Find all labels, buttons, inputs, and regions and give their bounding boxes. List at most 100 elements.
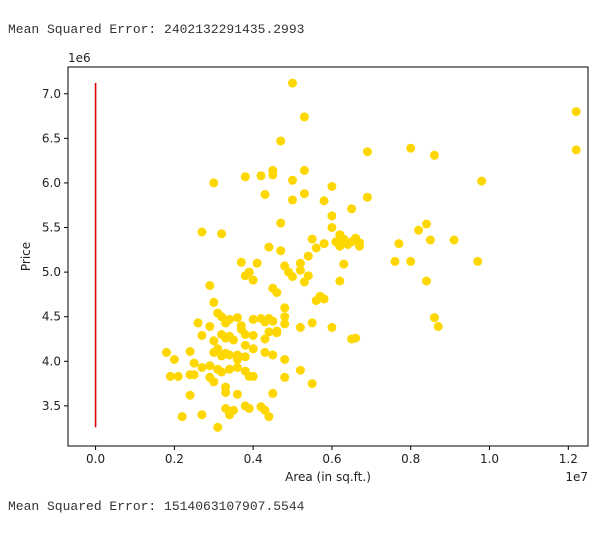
scatter-point [189, 370, 199, 380]
scatter-point [197, 330, 207, 340]
scatter-point [248, 314, 258, 324]
scatter-point [394, 239, 404, 249]
scatter-point [162, 347, 171, 357]
scatter-point [422, 276, 431, 286]
scatter-point [288, 78, 297, 88]
scatter-point [256, 171, 266, 181]
scatter-point [571, 145, 581, 155]
scatter-point [319, 196, 329, 206]
y-axis-label: Price [19, 242, 33, 271]
scatter-point [299, 112, 309, 122]
scatter-point [209, 336, 219, 346]
scatter-point [165, 371, 175, 381]
scatter-point [276, 136, 286, 146]
scatter-point [260, 190, 270, 199]
scatter-point [232, 355, 242, 364]
scatter-point [295, 365, 305, 375]
y-tick-label: 7.0 [42, 87, 61, 101]
scatter-point [319, 239, 329, 249]
scatter-point [185, 347, 195, 356]
scatter-point [272, 328, 282, 338]
scatter-point [449, 235, 459, 245]
scatter-point [264, 412, 274, 422]
scatter-point [209, 377, 219, 387]
scatter-point [232, 363, 242, 372]
scatter-point [429, 150, 439, 160]
scatter-point [303, 271, 313, 281]
scatter-point [327, 211, 337, 221]
scatter-point [221, 388, 231, 397]
scatter-point [197, 363, 207, 372]
scatter-point [260, 334, 270, 344]
y-tick-label: 6.0 [42, 176, 61, 190]
scatter-point [299, 189, 309, 199]
scatter-point [307, 234, 317, 244]
scatter-point [248, 344, 258, 354]
scatter-point [229, 335, 238, 345]
scatter-point [232, 313, 242, 323]
scatter-point [347, 204, 357, 214]
x-tick-label: 0.0 [86, 452, 105, 466]
output-mse-bottom: Mean Squared Error: 1514063107907.5544 [8, 499, 305, 514]
scatter-point [268, 388, 278, 398]
scatter-point [225, 364, 234, 374]
scatter-point [295, 258, 305, 268]
scatter-point [390, 256, 400, 266]
scatter-point [205, 322, 215, 331]
scatter-point [429, 313, 439, 323]
y-tick-label: 5.5 [42, 221, 61, 235]
y-tick-label: 5.0 [42, 265, 61, 279]
scatter-point [244, 404, 254, 413]
scatter-point [425, 235, 435, 245]
scatter-point [327, 182, 337, 191]
y-tick-label: 4.0 [42, 354, 61, 368]
scatter-point [422, 219, 431, 229]
x-offset-label: 1e7 [565, 470, 588, 484]
scatter-point [248, 275, 258, 285]
scatter-point [268, 350, 278, 360]
scatter-point [362, 192, 372, 202]
scatter-point [433, 322, 443, 331]
axis-ticks: 0.0 0.2 0.4 0.6 0.8 1.0 1.2 3.5 4.0 4.5 5.0 5.5 6.0 6… [42, 87, 578, 466]
plot-marks [94, 78, 581, 432]
scatter-point [217, 351, 227, 361]
scatter-point [213, 422, 223, 432]
scatter-point [276, 218, 286, 228]
scatter-point [240, 172, 250, 182]
scatter-point [189, 358, 199, 368]
y-tick-label: 4.5 [42, 310, 61, 324]
scatter-point [248, 330, 258, 340]
scatter-point [240, 330, 250, 339]
scatter-point [327, 322, 337, 332]
scatter-point [355, 241, 364, 251]
scatter-point [319, 294, 329, 304]
scatter-point [217, 229, 227, 239]
scatter-point [311, 243, 321, 253]
scatter-point [197, 227, 207, 237]
scatter-point [406, 256, 416, 266]
plot-frame [67, 66, 589, 447]
scatter-point [236, 257, 246, 267]
scatter-point [264, 327, 274, 337]
scatter-point [335, 241, 345, 251]
x-tick-label: 0.8 [401, 452, 420, 466]
scatter-point [295, 265, 305, 275]
scatter-point [260, 347, 270, 357]
scatter-point [280, 312, 290, 322]
scatter-point [209, 178, 219, 188]
scatter-point [217, 367, 227, 377]
scatter-point [288, 195, 297, 205]
x-tick-label: 0.6 [322, 452, 341, 466]
x-tick-label: 1.2 [559, 452, 578, 466]
scatter-point [209, 297, 219, 307]
scatter-point [299, 165, 309, 175]
scatter-point [406, 143, 416, 153]
scatter-point [347, 237, 357, 247]
scatter-point [280, 372, 290, 382]
scatter-point [280, 303, 290, 313]
scatter-point [571, 107, 581, 117]
output-mse-top: Mean Squared Error: 2402132291435.2993 [8, 22, 305, 37]
scatter-point [288, 175, 297, 185]
scatter-point [272, 288, 282, 298]
